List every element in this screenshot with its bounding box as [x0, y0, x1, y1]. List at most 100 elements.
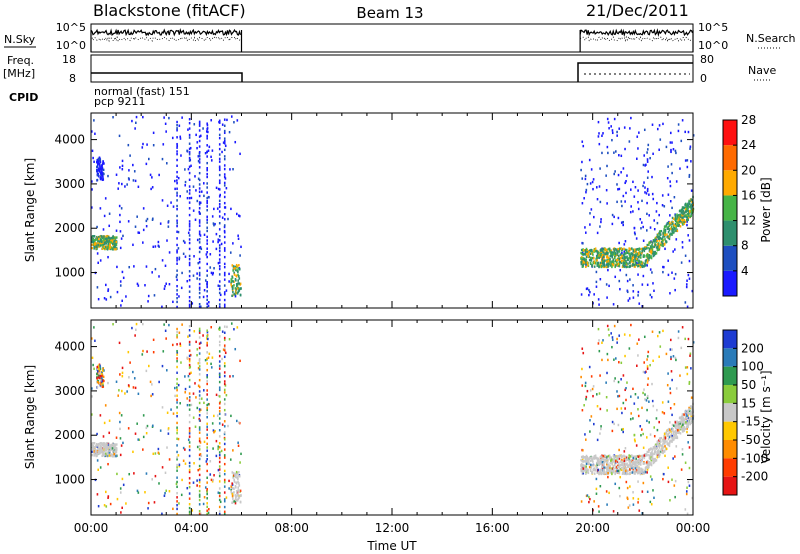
rti-cell — [599, 407, 602, 411]
colorbar-tick-label: -15 — [741, 415, 761, 429]
rti-cell — [690, 198, 693, 201]
rti-cell — [119, 453, 122, 457]
rti-cell — [613, 256, 616, 260]
rti-cell — [645, 465, 648, 469]
rti-cell — [585, 255, 588, 259]
rti-cell — [100, 383, 102, 386]
rti-cell — [206, 161, 208, 165]
rti-cell — [653, 434, 656, 438]
rti-cell — [175, 275, 178, 279]
rti-cell — [656, 428, 659, 432]
rti-cell — [172, 412, 175, 415]
rti-cell — [176, 259, 178, 262]
rti-cell — [678, 427, 681, 431]
rti-cell — [661, 411, 664, 414]
rti-cell — [687, 214, 690, 218]
rti-cell — [627, 469, 629, 472]
rti-cell — [612, 458, 614, 461]
rti-cell — [188, 385, 191, 389]
rti-cell — [645, 461, 648, 464]
rti-cell — [206, 196, 208, 200]
rti-cell — [685, 285, 688, 289]
rti-cell — [661, 451, 663, 454]
rti-cell — [218, 303, 221, 306]
rti-cell — [198, 232, 201, 236]
rti-cell — [604, 471, 606, 474]
rti-cell — [580, 463, 583, 466]
rti-cell — [630, 455, 632, 458]
rti-cell — [663, 435, 665, 438]
rti-cell — [688, 409, 691, 413]
rti-cell — [97, 237, 100, 241]
rti-cell — [683, 419, 685, 422]
rti-cell — [161, 364, 164, 368]
rti-cell — [661, 401, 664, 404]
rti-cell — [218, 343, 221, 347]
rti-cell — [611, 131, 614, 135]
rti-cell — [668, 440, 671, 443]
rti-cell — [642, 468, 644, 472]
rti-cell — [679, 420, 682, 424]
rti-cell — [223, 510, 226, 513]
rti-cell — [644, 191, 646, 194]
rti-cell — [198, 190, 201, 194]
rti-cell — [612, 460, 615, 463]
rti-cell — [629, 210, 632, 214]
rti-cell — [223, 273, 226, 277]
rti-cell — [675, 425, 677, 428]
rti-cell — [150, 394, 152, 398]
rti-cell — [224, 351, 227, 355]
rti-cell — [593, 467, 596, 470]
rti-cell — [188, 403, 191, 407]
rti-cell — [671, 413, 673, 417]
rti-cell — [656, 451, 659, 454]
rti-cell — [581, 384, 584, 387]
rti-cell — [662, 235, 664, 238]
rti-cell — [109, 449, 111, 453]
rti-cell — [663, 442, 666, 445]
rti-cell — [186, 397, 189, 400]
nsky-tick-top: 10^5 — [56, 21, 86, 34]
rti-cell — [206, 262, 208, 266]
rti-cell — [638, 338, 640, 341]
rti-cell — [193, 462, 195, 465]
rti-cell — [111, 445, 113, 449]
rti-cell — [176, 450, 178, 454]
rti-cell — [690, 214, 693, 218]
rti-cell — [661, 204, 664, 207]
rti-cell — [93, 238, 95, 242]
rti-cell — [582, 456, 585, 459]
rti-cell — [597, 458, 600, 462]
rti-cell — [609, 462, 612, 465]
rti-cell — [582, 265, 585, 268]
rti-cell — [609, 457, 611, 460]
rti-cell — [681, 246, 684, 249]
rti-cell — [101, 443, 104, 447]
rti-cell — [206, 428, 208, 431]
rti-cell — [238, 421, 240, 424]
rti-cell — [634, 469, 637, 472]
rti-cell — [195, 340, 197, 344]
rti-cell — [622, 430, 624, 434]
rti-cell — [589, 223, 591, 226]
rti-cell — [680, 346, 683, 350]
rti-cell — [231, 287, 234, 291]
rti-cell — [649, 156, 651, 160]
rti-cell — [646, 158, 649, 161]
rti-cell — [636, 247, 639, 251]
rti-cell — [645, 258, 648, 262]
rti-cell — [599, 470, 601, 474]
rti-cell — [618, 241, 620, 245]
rti-cell — [192, 392, 195, 395]
rti-cell — [188, 207, 191, 210]
rti-cell — [624, 181, 626, 185]
rti-cell — [618, 154, 620, 157]
rti-cell — [636, 157, 638, 160]
rti-cell — [92, 243, 95, 247]
rti-cell — [585, 438, 587, 441]
rti-cell — [218, 395, 221, 398]
rti-cell — [669, 421, 671, 424]
rti-cell — [680, 218, 683, 221]
rti-cell — [97, 173, 99, 177]
rti-cell — [176, 179, 178, 182]
